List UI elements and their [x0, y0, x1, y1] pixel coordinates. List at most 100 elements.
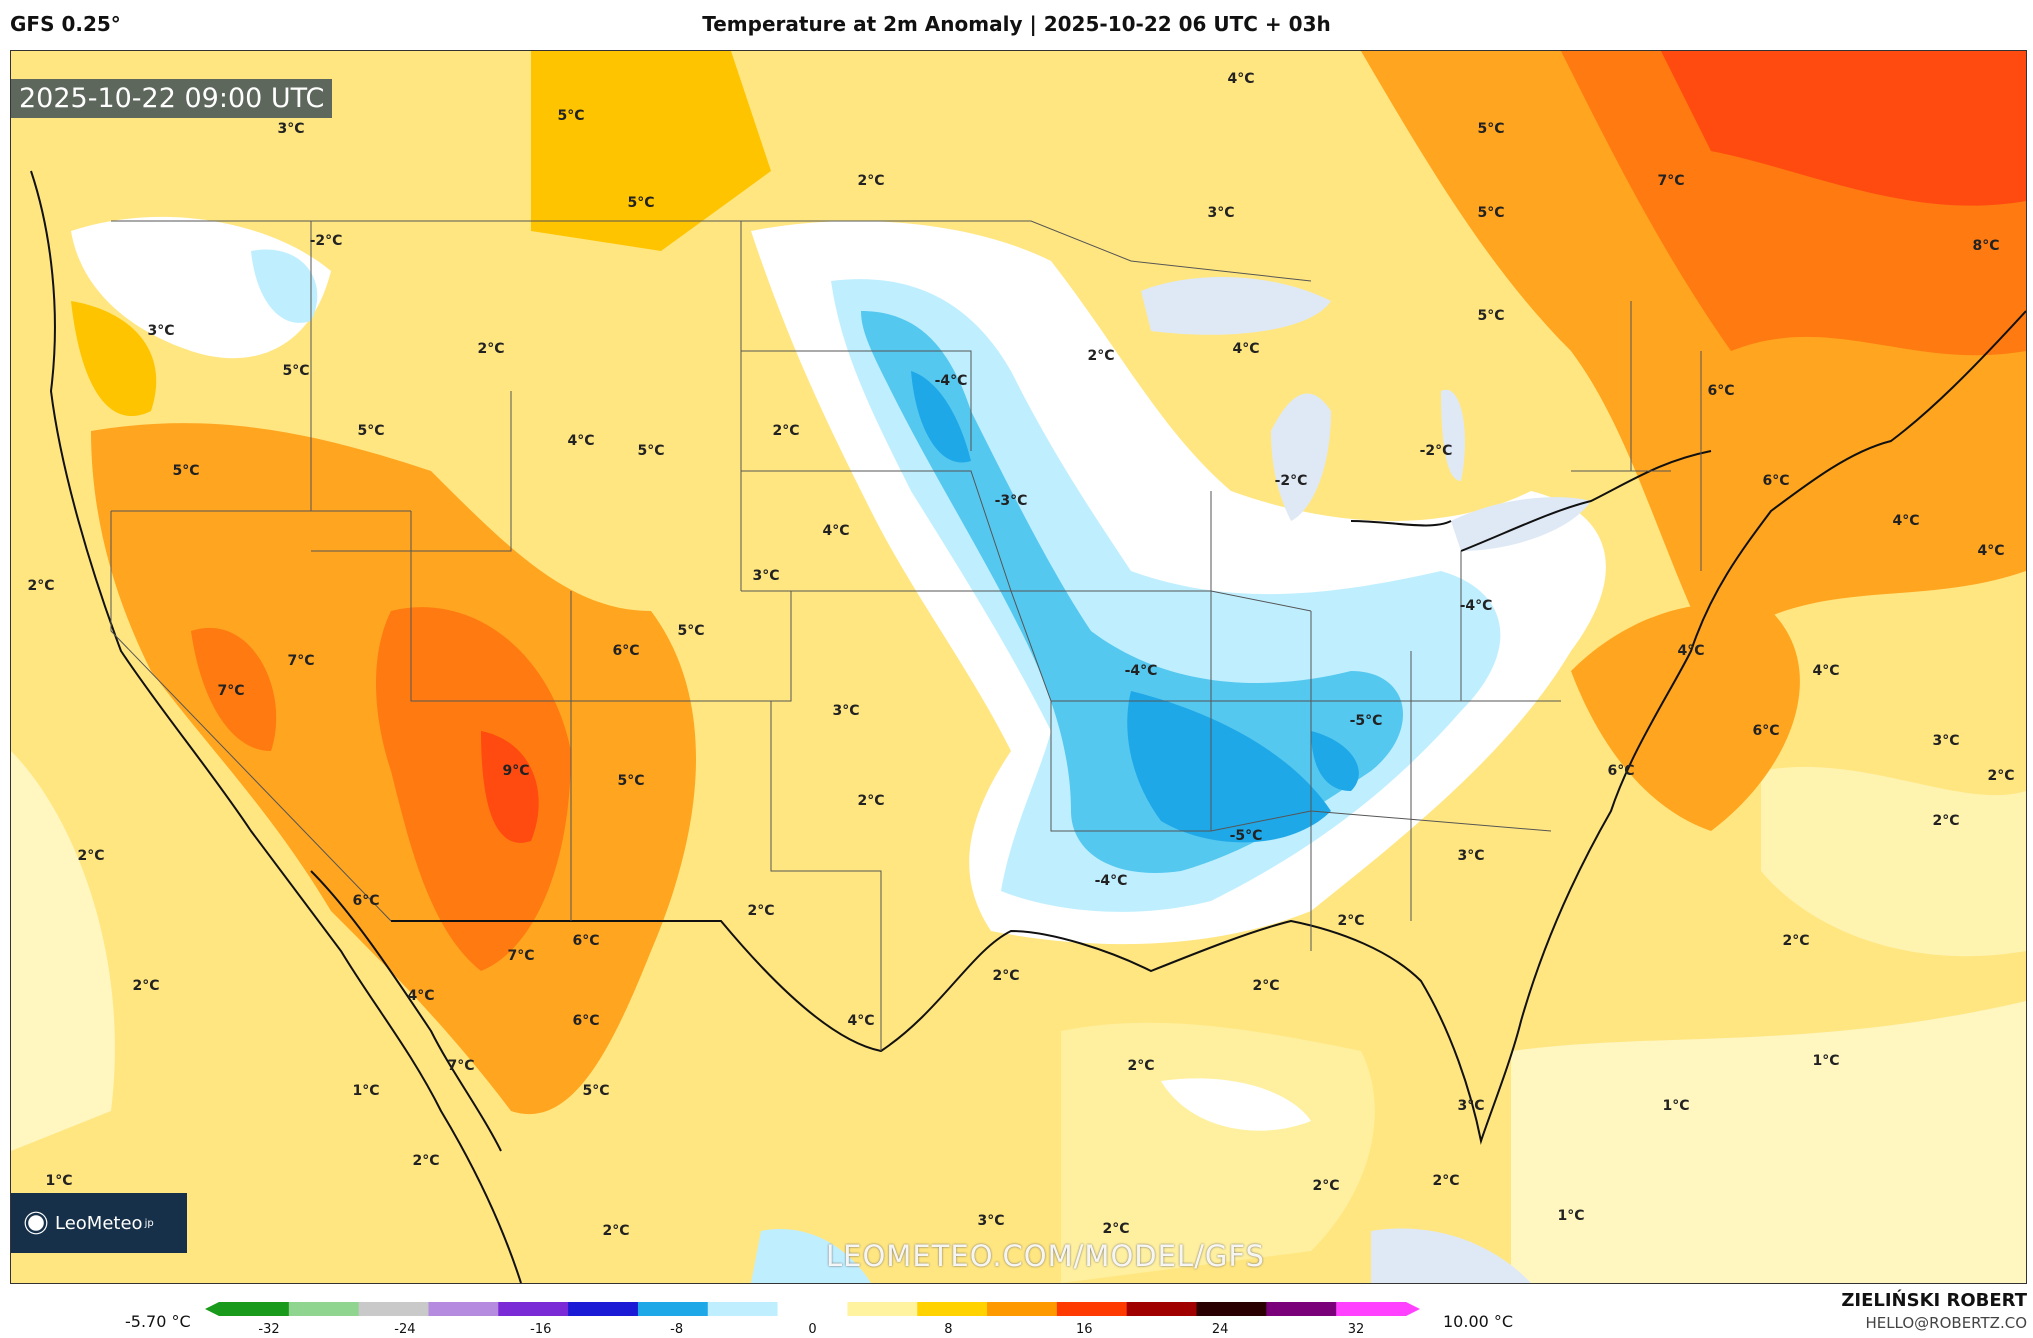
temperature-label: 5°C: [1477, 205, 1505, 221]
temperature-label: 4°C: [567, 433, 595, 449]
legend-color-segment: [1196, 1302, 1267, 1316]
temperature-label: 6°C: [612, 643, 640, 659]
legend-tick-label: -8: [670, 1322, 684, 1337]
legend-tick-label: 8: [944, 1322, 953, 1337]
temperature-label: 2°C: [132, 978, 160, 994]
temperature-label: 2°C: [1782, 933, 1810, 949]
temperature-label: 7°C: [507, 948, 535, 964]
temperature-label: 4°C: [1892, 513, 1920, 529]
temperature-label: 3°C: [1932, 733, 1960, 749]
temperature-label: 3°C: [977, 1213, 1005, 1229]
temperature-label: 2°C: [992, 968, 1020, 984]
legend-color-segment: [219, 1302, 290, 1316]
temperature-label: -2°C: [1419, 443, 1453, 459]
legend-color-segment: [917, 1302, 988, 1316]
legend-color-segment: [637, 1302, 709, 1316]
temperature-label: 5°C: [1477, 308, 1505, 324]
logo-suffix: jp: [144, 1217, 154, 1229]
temperature-label: 3°C: [752, 568, 780, 584]
temperature-label: -2°C: [309, 233, 343, 249]
temperature-label: 4°C: [1227, 71, 1255, 87]
anomaly-map[interactable]: 5°C 3°C 4°C 5°C 7°C 2°C 5°C 3°C 5°C 8°C -2°C 5°C 3°C…: [10, 50, 2027, 1284]
temperature-label: 6°C: [1607, 763, 1635, 779]
author-email[interactable]: HELLO@ROBERTZ.CO: [1865, 1314, 2027, 1332]
legend-color-segment: [1056, 1302, 1128, 1316]
temperature-label: 3°C: [1457, 848, 1485, 864]
legend-color-segment: [987, 1302, 1058, 1316]
temperature-label: 8°C: [1972, 238, 2000, 254]
temperature-label: 2°C: [1102, 1221, 1130, 1237]
temperature-label: 4°C: [1977, 543, 2005, 559]
temperature-label: 9°C: [502, 763, 530, 779]
temperature-label: 5°C: [1477, 121, 1505, 137]
temperature-label: 5°C: [357, 423, 385, 439]
temperature-label: 2°C: [747, 903, 775, 919]
temperature-label: 2°C: [27, 578, 55, 594]
legend-tick-label: -24: [394, 1322, 416, 1337]
temperature-label: 6°C: [1752, 723, 1780, 739]
temperature-label: 2°C: [1127, 1058, 1155, 1074]
temperature-label: 1°C: [1557, 1208, 1585, 1224]
temperature-label: 3°C: [147, 323, 175, 339]
author-credit: ZIELIŃSKI ROBERT: [1841, 1290, 2027, 1311]
temperature-label: 7°C: [1657, 173, 1685, 189]
temperature-label: 2°C: [412, 1153, 440, 1169]
temperature-label: 4°C: [822, 523, 850, 539]
temperature-label: 6°C: [572, 933, 600, 949]
temperature-label: 5°C: [172, 463, 200, 479]
legend-min-value: -5.70 °C: [125, 1312, 191, 1331]
legend-color-segment: [498, 1302, 569, 1316]
model-label: GFS 0.25°: [10, 12, 121, 36]
temperature-label: 2°C: [1987, 768, 2015, 784]
legend-tick-label: 32: [1347, 1322, 1365, 1337]
sun-icon: [28, 1215, 44, 1231]
temperature-label: 2°C: [1932, 813, 1960, 829]
legend-color-segment: [1266, 1302, 1337, 1316]
temperature-label: 5°C: [557, 108, 585, 124]
temperature-label: 5°C: [677, 623, 705, 639]
temperature-label: 6°C: [1762, 473, 1790, 489]
temperature-label: 5°C: [637, 443, 665, 459]
temperature-label: 4°C: [1812, 663, 1840, 679]
temperature-label: 6°C: [572, 1013, 600, 1029]
legend-color-segment: [1336, 1302, 1407, 1316]
legend-tick-label: -32: [258, 1322, 280, 1337]
temperature-label: 1°C: [1812, 1053, 1840, 1069]
temperature-label: 6°C: [1707, 383, 1735, 399]
legend-max-arrow: [1406, 1302, 1420, 1316]
temperature-label: 2°C: [1432, 1173, 1460, 1189]
temperature-label: 4°C: [847, 1013, 875, 1029]
leometeo-logo[interactable]: LeoMeteo jp: [11, 1193, 187, 1253]
temperature-label: -3°C: [994, 493, 1028, 509]
temperature-label: 5°C: [582, 1083, 610, 1099]
valid-time: 2025-10-22 09:00 UTC: [11, 79, 333, 118]
legend-tick-label: 24: [1211, 1322, 1229, 1337]
temperature-label: 3°C: [832, 703, 860, 719]
temperature-label: 7°C: [447, 1058, 475, 1074]
map-title: Temperature at 2m Anomaly | 2025-10-22 0…: [702, 12, 1331, 36]
legend-tick-label: 0: [808, 1322, 817, 1337]
temperature-label: -2°C: [1274, 473, 1308, 489]
temperature-label: 2°C: [857, 793, 885, 809]
temperature-label: -4°C: [934, 373, 968, 389]
temperature-label: 2°C: [772, 423, 800, 439]
temperature-label: 3°C: [1457, 1098, 1485, 1114]
legend-color-segment: [777, 1302, 848, 1316]
temperature-label: 2°C: [1087, 348, 1115, 364]
legend-min-arrow: [205, 1302, 219, 1316]
temperature-label: 2°C: [1252, 978, 1280, 994]
temperature-label: 4°C: [407, 988, 435, 1004]
temperature-label: 1°C: [1662, 1098, 1690, 1114]
legend-color-segment: [847, 1302, 918, 1316]
temperature-label: 5°C: [282, 363, 310, 379]
temperature-label: 6°C: [352, 893, 380, 909]
temperature-label: 1°C: [45, 1173, 73, 1189]
temperature-label: -5°C: [1349, 713, 1383, 729]
temperature-label: 3°C: [277, 121, 305, 137]
logo-text: LeoMeteo: [55, 1212, 143, 1234]
temperature-label: -5°C: [1229, 828, 1263, 844]
temperature-label: 4°C: [1677, 643, 1705, 659]
temperature-label: -4°C: [1459, 598, 1493, 614]
temperature-label: 5°C: [627, 195, 655, 211]
temperature-label: 2°C: [1312, 1178, 1340, 1194]
